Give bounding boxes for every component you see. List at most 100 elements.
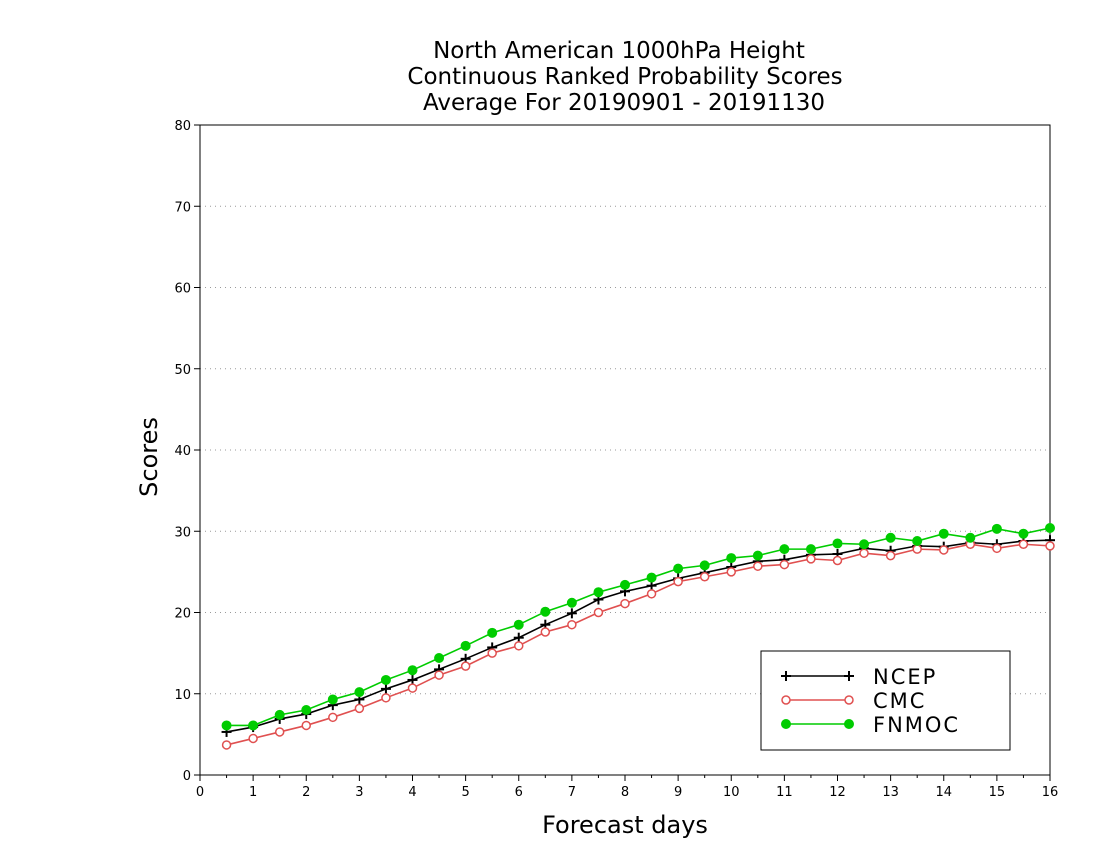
data-point-fnmoc xyxy=(779,544,790,555)
x-tick-label: 5 xyxy=(461,785,469,800)
data-point-ncep xyxy=(380,683,391,694)
y-tick-label: 10 xyxy=(174,688,191,703)
data-point-fnmoc xyxy=(593,587,604,598)
data-point-fnmoc xyxy=(726,553,737,564)
chart-title-line-2: Continuous Ranked Probability Scores xyxy=(407,64,842,90)
data-point-cmc xyxy=(460,661,471,671)
data-point-fnmoc xyxy=(354,687,365,698)
data-point-fnmoc xyxy=(832,538,843,549)
data-point-ncep xyxy=(566,608,577,619)
data-point-fnmoc xyxy=(460,640,471,651)
x-tick-label: 14 xyxy=(935,785,952,800)
x-tick-label: 13 xyxy=(882,785,899,800)
data-point-cmc xyxy=(593,607,604,618)
legend-marker-ncep xyxy=(781,671,791,681)
data-point-cmc xyxy=(328,712,338,723)
legend-marker-cmc xyxy=(844,695,854,705)
data-point-cmc xyxy=(381,693,391,703)
data-point-fnmoc xyxy=(991,523,1002,534)
data-point-fnmoc xyxy=(938,528,949,539)
data-point-cmc xyxy=(939,545,949,555)
data-point-cmc xyxy=(673,576,683,587)
data-point-fnmoc xyxy=(752,550,763,561)
data-point-cmc xyxy=(859,548,869,558)
data-point-fnmoc xyxy=(327,694,338,705)
data-point-cmc xyxy=(885,550,896,561)
x-tick-label: 7 xyxy=(568,785,576,800)
legend-marker-fnmoc xyxy=(844,719,854,729)
x-tick-label: 8 xyxy=(621,785,629,800)
data-point-fnmoc xyxy=(965,532,976,543)
y-tick-label: 50 xyxy=(174,363,191,378)
y-tick-label: 20 xyxy=(174,607,191,622)
data-point-fnmoc xyxy=(540,606,551,617)
data-point-cmc xyxy=(912,544,922,554)
data-point-fnmoc xyxy=(805,544,816,555)
data-point-cmc xyxy=(567,619,577,630)
data-point-fnmoc xyxy=(912,536,923,546)
data-point-fnmoc xyxy=(487,627,498,638)
y-tick-label: 40 xyxy=(174,444,191,459)
data-point-cmc xyxy=(248,733,258,744)
data-point-cmc xyxy=(301,720,311,731)
data-point-cmc xyxy=(434,670,444,680)
legend-label-cmc: CMC xyxy=(873,689,926,713)
x-tick-label: 4 xyxy=(408,785,416,800)
x-tick-label: 2 xyxy=(302,785,310,800)
legend-marker-cmc xyxy=(781,695,791,705)
x-tick-label: 11 xyxy=(776,785,793,800)
data-point-cmc xyxy=(832,555,843,566)
series-lines xyxy=(221,523,1055,750)
data-point-cmc xyxy=(726,567,736,577)
y-tick-label: 30 xyxy=(174,525,191,540)
data-point-fnmoc xyxy=(646,572,657,583)
chart-title: North American 1000hPa Height Continuous… xyxy=(407,38,842,116)
data-point-fnmoc xyxy=(673,563,684,574)
data-point-ncep xyxy=(513,632,524,643)
data-point-fnmoc xyxy=(859,539,870,550)
data-point-fnmoc xyxy=(221,720,232,731)
x-tick-label: 16 xyxy=(1042,785,1059,800)
x-tick-label: 12 xyxy=(829,785,846,800)
data-point-fnmoc xyxy=(885,532,896,543)
data-point-fnmoc xyxy=(380,674,391,685)
data-point-cmc xyxy=(274,727,285,737)
y-tick-label: 70 xyxy=(174,200,191,215)
data-point-fnmoc xyxy=(434,653,445,663)
chart-title-line-1: North American 1000hPa Height xyxy=(433,38,805,64)
data-point-cmc xyxy=(620,598,630,609)
data-point-fnmoc xyxy=(1018,528,1029,539)
grid-lines xyxy=(200,205,1050,695)
legend-marker-ncep xyxy=(844,671,854,681)
data-point-cmc xyxy=(354,703,365,714)
x-tick-label: 6 xyxy=(515,785,523,800)
x-axis-title: Forecast days xyxy=(542,811,708,839)
legend-label-ncep: NCEP xyxy=(873,665,937,689)
data-point-cmc xyxy=(514,641,524,651)
data-point-fnmoc xyxy=(566,597,577,608)
data-point-fnmoc xyxy=(274,709,285,720)
legend-marker-fnmoc xyxy=(781,719,791,729)
data-point-fnmoc xyxy=(301,705,312,715)
x-tick-label: 10 xyxy=(723,785,740,800)
data-point-fnmoc xyxy=(699,560,710,571)
data-point-cmc xyxy=(646,589,657,599)
data-point-cmc xyxy=(487,648,497,658)
chart-title-line-3: Average For 20190901 - 20191130 xyxy=(423,90,825,116)
data-point-cmc xyxy=(407,683,418,693)
x-tick-label: 3 xyxy=(355,785,363,800)
data-point-fnmoc xyxy=(513,619,524,630)
data-point-fnmoc xyxy=(1045,523,1055,533)
data-point-cmc xyxy=(1018,539,1029,549)
data-point-cmc xyxy=(806,554,816,564)
data-point-fnmoc xyxy=(248,720,259,731)
x-tick-label: 1 xyxy=(249,785,257,800)
x-tick-label: 15 xyxy=(989,785,1006,800)
data-point-cmc xyxy=(1045,541,1055,551)
data-point-cmc xyxy=(221,740,232,750)
y-tick-label: 60 xyxy=(174,282,191,297)
y-axis-title: Scores xyxy=(135,417,163,497)
x-tick-label: 9 xyxy=(674,785,682,800)
